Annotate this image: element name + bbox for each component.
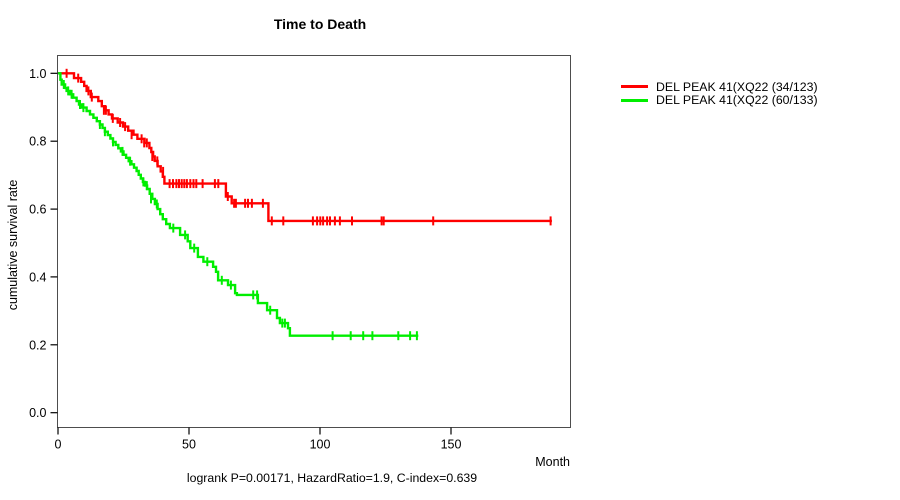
y-tick-label: 0.6 — [29, 203, 46, 217]
survival-curve-1 — [58, 72, 552, 223]
y-tick-label: 0.2 — [29, 338, 46, 352]
stats-caption: logrank P=0.00171, HazardRatio=1.9, C-in… — [186, 471, 478, 485]
x-tick-label: 150 — [441, 438, 462, 452]
x-tick-label: 100 — [310, 438, 331, 452]
x-axis-label: Month — [535, 455, 570, 469]
legend-label-group1: DEL PEAK 41(XQ22 (34/123) — [656, 79, 818, 94]
y-axis-label: cumulative survival rate — [6, 179, 20, 311]
survival-curve-2 — [58, 72, 419, 337]
x-tick-label: 50 — [182, 438, 196, 452]
legend-label-group2: DEL PEAK 41(XQ22 (60/133) — [656, 93, 818, 108]
plot-border — [57, 55, 571, 428]
legend-item-group1: DEL PEAK 41(XQ22 (34/123) — [621, 80, 818, 94]
legend-line-red — [621, 85, 648, 89]
legend: DEL PEAK 41(XQ22 (34/123) DEL PEAK 41(XQ… — [621, 80, 818, 107]
y-tick-label: 0.4 — [29, 270, 46, 284]
y-tick-label: 1.0 — [29, 67, 46, 81]
legend-line-green — [621, 98, 648, 102]
x-tick-label: 0 — [55, 438, 62, 452]
chart-title: Time to Death — [273, 16, 367, 32]
legend-item-group2: DEL PEAK 41(XQ22 (60/133) — [621, 93, 818, 108]
y-tick-label: 0.8 — [29, 135, 46, 149]
y-tick-label: 0.0 — [29, 406, 46, 420]
